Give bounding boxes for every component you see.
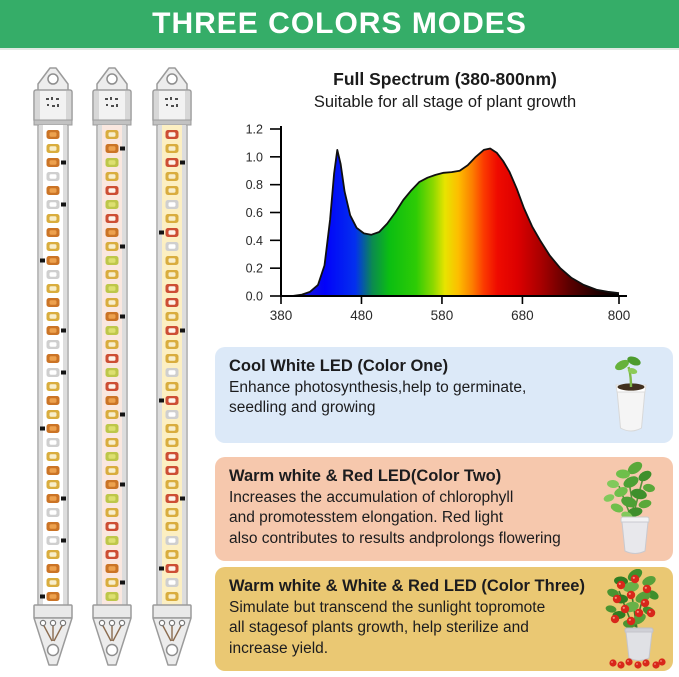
info-box-body: Simulate but transcend the sunlight topr… [229,599,546,657]
banner: THREE COLORS MODES [0,0,679,50]
svg-text:1.2: 1.2 [246,123,263,137]
svg-text:0.4: 0.4 [246,234,263,248]
svg-text:0.8: 0.8 [246,178,263,192]
leafy-plant-pot-icon [599,460,665,563]
led-strips-illustration [0,0,210,677]
svg-text:580: 580 [431,308,454,323]
info-box-body: Increases the accumulation of chlorophyl… [229,489,561,547]
led-strip-color-three-mixed [152,67,192,666]
svg-text:1.0: 1.0 [246,150,263,164]
info-box-title: Cool White LED (Color One) [229,357,449,375]
svg-text:480: 480 [350,308,373,323]
svg-text:680: 680 [511,308,534,323]
svg-text:0.6: 0.6 [246,206,263,220]
tomato-plant-pot-icon [601,568,667,674]
banner-title: THREE COLORS MODES [152,7,527,40]
chart-subtitle: Suitable for all stage of plant growth [313,93,577,111]
info-box-color-one: Cool White LED (Color One) Enhance photo… [215,347,673,443]
led-strip-color-one-cool-white [33,67,73,666]
info-box-title: Warm white & Red LED(Color Two) [229,467,502,485]
chart-header: Full Spectrum (380-800nm) Suitable for a… [215,69,675,112]
svg-text:0.2: 0.2 [246,262,263,276]
info-box-color-two: Warm white & Red LED(Color Two) Increase… [215,457,673,561]
led-strip-color-two-warm-white-red [92,67,132,666]
spectrum-chart: 0.0 0.2 0.4 0.6 0.8 1.0 1.2 380 480 580 680 800 [246,123,631,324]
info-box-title: Warm white & White & Red LED (Color Thre… [229,577,585,595]
info-box-color-three: Warm white & White & Red LED (Color Thre… [215,567,673,671]
svg-text:800: 800 [608,308,631,323]
info-box-body: Enhance photosynthesis,help to germinate… [229,379,527,417]
svg-text:380: 380 [270,308,293,323]
chart-title: Full Spectrum (380-800nm) [333,69,557,89]
seedling-pot-icon [601,354,661,447]
svg-text:0.0: 0.0 [246,290,263,304]
